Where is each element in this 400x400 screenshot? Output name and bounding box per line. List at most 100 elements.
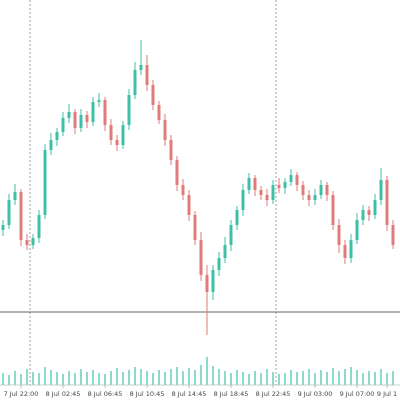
candle-body — [253, 178, 257, 190]
x-tick-label: 8 Jul 10:45 — [130, 390, 165, 398]
candle-body — [25, 240, 29, 245]
candle-body — [325, 185, 329, 195]
candle-body — [247, 178, 251, 190]
volume-bar — [86, 372, 88, 385]
candle-body — [349, 240, 353, 258]
x-tick-label: 9 Jul 03:00 — [298, 390, 333, 398]
candle-body — [373, 200, 377, 215]
candle-body — [121, 125, 125, 145]
volume-bar — [164, 372, 166, 385]
volume-bar — [32, 372, 34, 385]
candle-body — [73, 112, 77, 128]
volume-bar — [380, 369, 382, 385]
volume-bar — [116, 368, 118, 385]
candle-body — [55, 132, 59, 140]
x-tick-label: 7 Jul 22:00 — [4, 390, 39, 398]
volume-bar — [62, 374, 64, 385]
candle-body — [205, 275, 209, 292]
volume-bar — [338, 371, 340, 385]
candle-body — [85, 115, 89, 122]
volume-bar — [296, 372, 298, 385]
volume-bar — [176, 367, 178, 385]
candle-body — [49, 140, 53, 150]
candle-body — [133, 70, 137, 95]
volume-bar — [2, 373, 4, 385]
candle-body — [295, 175, 299, 185]
candle-body — [301, 185, 305, 195]
candle-body — [169, 140, 173, 160]
volume-bar — [134, 367, 136, 385]
volume-bar — [152, 373, 154, 385]
volume-bar — [392, 371, 394, 385]
candle-body — [265, 195, 269, 200]
x-tick-label: 8 Jul 02:45 — [46, 390, 81, 398]
candle-body — [67, 112, 71, 118]
volume-bar — [68, 371, 70, 385]
candle-body — [37, 215, 41, 238]
candle-body — [109, 125, 113, 140]
candle-body — [379, 180, 383, 200]
candle-body — [271, 185, 275, 200]
volume-bar — [218, 369, 220, 385]
volume-bar — [14, 371, 16, 385]
candle-body — [259, 190, 263, 195]
candle-body — [211, 270, 215, 292]
volume-bar — [200, 365, 202, 385]
volume-bar — [20, 374, 22, 385]
candle-body — [145, 65, 149, 85]
candle-body — [283, 182, 287, 188]
candle-body — [217, 258, 221, 270]
volume-bar — [212, 366, 214, 385]
candle-body — [193, 215, 197, 240]
candle-body — [151, 85, 155, 105]
candle-body — [241, 190, 245, 210]
candle-body — [31, 238, 35, 245]
volume-bar — [236, 370, 238, 385]
volume-bar — [260, 373, 262, 385]
candle-body — [229, 225, 233, 245]
volume-bar — [302, 371, 304, 385]
candle-body — [307, 195, 311, 200]
volume-bar — [122, 372, 124, 385]
volume-bar — [44, 367, 46, 385]
x-tick-label: 9 Jul 1 — [377, 390, 397, 398]
volume-bar — [170, 369, 172, 385]
volume-bar — [206, 357, 208, 385]
volume-bar — [98, 373, 100, 385]
candle-body — [391, 225, 395, 245]
candle-body — [175, 160, 179, 185]
volume-bar — [50, 370, 52, 385]
candle-body — [199, 240, 203, 275]
candle-body — [91, 102, 95, 122]
candle-body — [43, 150, 47, 215]
volume-bar — [104, 374, 106, 385]
candle-body — [235, 210, 239, 225]
volume-bar — [356, 370, 358, 385]
candle-body — [355, 220, 359, 240]
volume-bar — [224, 371, 226, 385]
candle-body — [277, 185, 281, 188]
x-tick-label: 8 Jul 22:45 — [256, 390, 291, 398]
candle-body — [319, 185, 323, 195]
volume-bar — [38, 373, 40, 385]
candle-body — [331, 195, 335, 225]
volume-bar — [188, 368, 190, 385]
volume-bar — [314, 373, 316, 385]
volume-bar — [248, 374, 250, 385]
candle-body — [343, 245, 347, 258]
candle-body — [385, 180, 389, 225]
volume-bar — [8, 375, 10, 385]
candle-body — [367, 210, 371, 215]
volume-bar — [266, 369, 268, 385]
x-tick-label: 8 Jul 18:45 — [214, 390, 249, 398]
candle-body — [1, 225, 5, 230]
x-tick-label: 8 Jul 14:45 — [172, 390, 207, 398]
candle-body — [7, 200, 11, 225]
candle-body — [289, 175, 293, 182]
volume-bar — [80, 369, 82, 385]
volume-bar — [128, 370, 130, 385]
volume-bar — [194, 370, 196, 385]
volume-bar — [386, 373, 388, 385]
